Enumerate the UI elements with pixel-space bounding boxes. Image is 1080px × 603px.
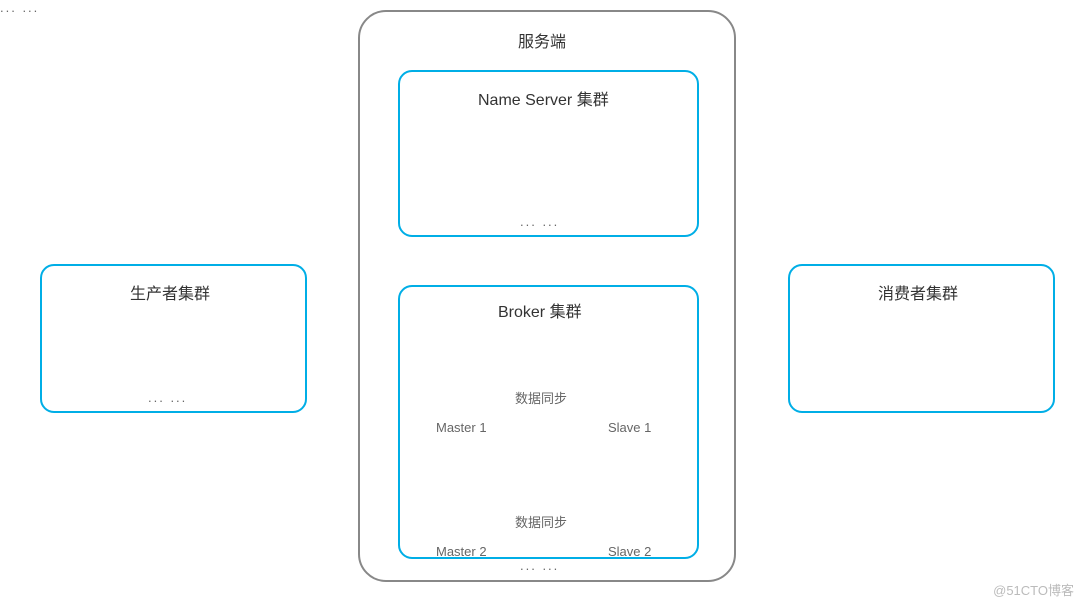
nameserver-title: Name Server 集群	[478, 86, 609, 110]
dots-ns: ... ...	[520, 214, 559, 229]
slave1-label: Slave 1	[608, 420, 651, 435]
master2-label: Master 2	[436, 544, 487, 559]
dots-producer: ... ...	[148, 390, 187, 405]
consumer-title: 消费者集群	[878, 280, 958, 304]
diagram-root: { "canvas":{"w":1080,"h":603,"bg":"#ffff…	[0, 0, 1080, 603]
master1-label: Master 1	[436, 420, 487, 435]
dots-consumer: ... ...	[0, 0, 39, 15]
producer-title: 生产者集群	[130, 280, 210, 304]
slave2-label: Slave 2	[608, 544, 651, 559]
sync2-label: 数据同步	[515, 512, 567, 531]
dots-broker: ... ...	[520, 558, 559, 573]
sync1-label: 数据同步	[515, 388, 567, 407]
watermark: @51CTO博客	[993, 580, 1074, 599]
broker-title: Broker 集群	[498, 298, 582, 322]
server-side-title: 服务端	[518, 28, 566, 52]
